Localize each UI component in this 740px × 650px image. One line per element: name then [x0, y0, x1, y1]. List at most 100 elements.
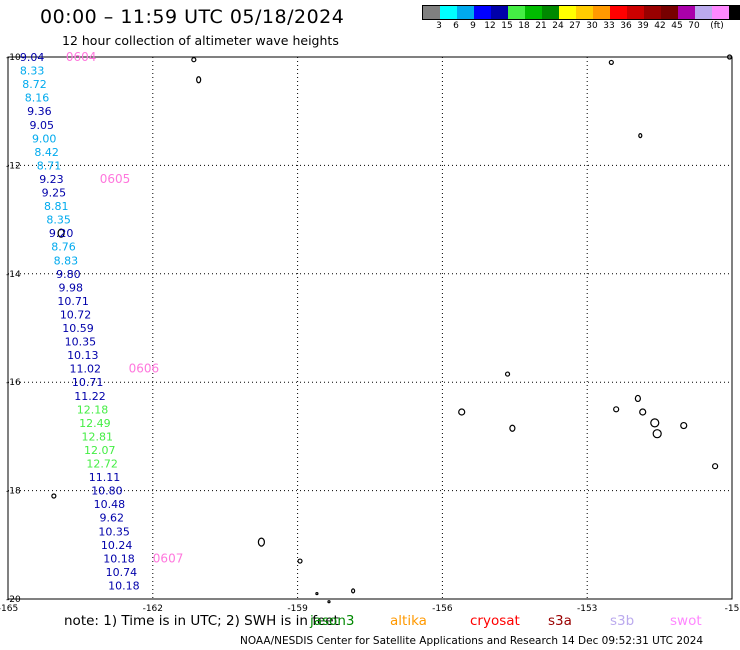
- island-outline: [315, 591, 319, 596]
- lon-tick-label: -165: [0, 604, 18, 614]
- wave-height-value: 10.74: [106, 566, 138, 579]
- lon-tick-label: -156: [432, 604, 453, 614]
- wave-height-value: 8.71: [37, 159, 62, 172]
- satellite-name: s3a: [548, 613, 572, 629]
- footer-note: note: 1) Time is in UTC; 2) SWH is in fe…: [64, 613, 339, 629]
- island-outline: [650, 418, 660, 428]
- island-outline: [639, 408, 647, 416]
- legend-swatch: [627, 6, 644, 19]
- legend-label: 18: [518, 21, 530, 31]
- island-outline: [652, 429, 662, 439]
- lat-tick-label: -12: [6, 161, 21, 171]
- page-subtitle: 12 hour collection of altimeter wave hei…: [62, 33, 339, 48]
- wave-height-value: 12.18: [77, 403, 109, 416]
- lat-tick-label: -14: [6, 270, 21, 280]
- wave-height-value: 10.48: [94, 498, 126, 511]
- island-outline: [712, 463, 719, 470]
- wave-height-value: 8.72: [22, 78, 47, 91]
- wave-height-value: 10.71: [72, 376, 104, 389]
- legend-label: 33: [603, 21, 615, 31]
- legend-swatch: [508, 6, 525, 19]
- legend-swatch: [695, 6, 712, 19]
- islands: [51, 54, 733, 604]
- island-outline: [191, 57, 197, 63]
- wave-height-value: 10.80: [91, 485, 123, 498]
- wave-height-value: 8.81: [44, 200, 69, 213]
- lat-tick-label: -10: [6, 53, 21, 63]
- page-title: 00:00 – 11:59 UTC 05/18/2024: [40, 6, 345, 28]
- island-outline: [327, 600, 331, 604]
- lat-tick-label: -20: [6, 595, 21, 605]
- legend-label: 70: [688, 21, 700, 31]
- legend-swatch: [491, 6, 508, 19]
- legend-swatch: [457, 6, 474, 19]
- legend-unit: (ft): [710, 21, 724, 31]
- satellite-name: s3b: [610, 613, 635, 629]
- wave-height-value: 12.81: [82, 430, 114, 443]
- legend-label: 9: [470, 21, 476, 31]
- legend-label: 36: [620, 21, 632, 31]
- lat-tick-label: -16: [6, 378, 21, 388]
- satellite-track: 9.048.338.728.169.369.059.008.428.719.23…: [20, 50, 183, 592]
- color-legend: 3 6 9 12 15 18 21 24 27 30 33 36 39 42 45 70 (ft): [422, 5, 740, 32]
- wave-height-value: 9.25: [42, 187, 67, 200]
- island-outline: [57, 228, 65, 238]
- legend-color-bar: [422, 5, 740, 20]
- wave-height-value: 8.16: [25, 92, 50, 105]
- wave-height-value: 10.18: [108, 579, 140, 592]
- footer-credit: NOAA/NESDIS Center for Satellite Applica…: [240, 635, 704, 647]
- legend-swatch: [423, 6, 440, 19]
- wave-height-value: 10.71: [57, 295, 89, 308]
- satellite-name: swot: [670, 613, 702, 629]
- legend-swatch: [644, 6, 661, 19]
- lon-tick-label: -159: [287, 604, 308, 614]
- wave-height-value: 10.18: [103, 552, 135, 565]
- wave-height-value: 10.24: [101, 539, 133, 552]
- legend-swatch: [610, 6, 627, 19]
- wave-height-value: 8.33: [20, 65, 45, 78]
- island-outline: [196, 76, 202, 84]
- legend-swatch: [525, 6, 542, 19]
- legend-labels: 3 6 9 12 15 18 21 24 27 30 33 36 39 42 45 70 (ft): [422, 20, 740, 32]
- satellite-name: cryosat: [470, 613, 520, 629]
- legend-swatch: [576, 6, 593, 19]
- legend-label: 30: [586, 21, 598, 31]
- legend-swatch: [593, 6, 610, 19]
- legend-swatch: [678, 6, 695, 19]
- wave-height-value: 8.76: [51, 241, 76, 254]
- legend-label: 3: [436, 21, 442, 31]
- legend-swatch: [440, 6, 457, 19]
- island-outline: [726, 54, 733, 60]
- legend-swatch: [661, 6, 678, 19]
- island-outline: [634, 394, 641, 403]
- island-outline: [297, 558, 303, 564]
- wave-height-value: 12.72: [86, 458, 118, 471]
- legend-label: 24: [552, 21, 564, 31]
- wave-height-value: 9.80: [56, 268, 81, 281]
- legend-label: 45: [671, 21, 683, 31]
- time-label: 0605: [100, 172, 131, 186]
- axis-labels: -165 -162 -159 -156 -153 -15 -10 -12 -14 -16 -18 -2…: [0, 53, 739, 614]
- legend-swatch: [712, 6, 729, 19]
- legend-swatch: [559, 6, 576, 19]
- lon-tick-label: -162: [143, 604, 163, 614]
- wave-height-value: 10.72: [60, 308, 92, 321]
- wave-height-value: 11.02: [69, 363, 101, 376]
- wave-height-value: 10.35: [98, 525, 130, 538]
- legend-swatch: [474, 6, 491, 19]
- map-frame: [7, 56, 733, 600]
- wave-height-value: 11.11: [89, 471, 121, 484]
- island-outline: [257, 537, 265, 547]
- wave-height-value: 10.59: [62, 322, 94, 335]
- lon-tick-label: -153: [577, 604, 597, 614]
- wave-height-value: 9.04: [20, 51, 45, 64]
- wave-height-value: 10.13: [67, 349, 99, 362]
- legend-label: 39: [637, 21, 649, 31]
- island-outline: [613, 406, 620, 413]
- wave-height-value: 9.05: [30, 119, 55, 132]
- wave-height-value: 10.35: [65, 336, 97, 349]
- wave-height-value: 9.23: [39, 173, 64, 186]
- wave-height-value: 9.98: [58, 281, 83, 294]
- legend-swatch: [542, 6, 559, 19]
